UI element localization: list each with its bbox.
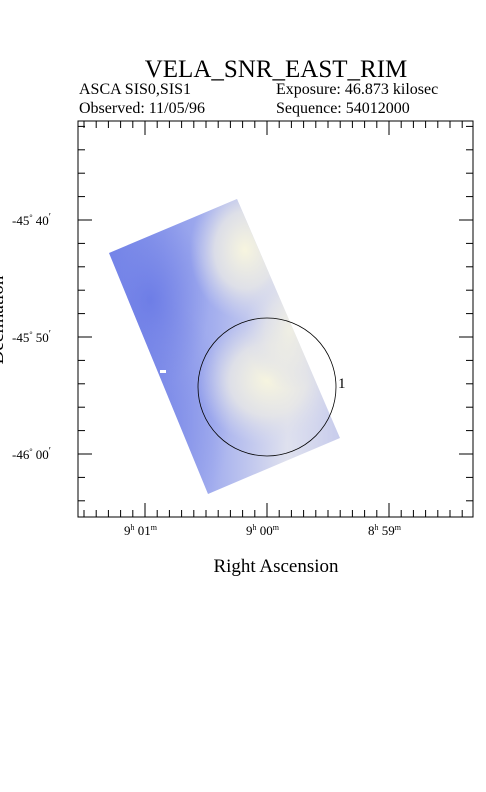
x-tick-label: 9h 01m [124,523,158,538]
axis-ticks [78,121,473,517]
x-tick-label: 8h 59m [368,523,402,538]
y-tick-label: -46° 00′ [12,446,51,462]
instrument-label: ASCA SIS0,SIS1 [79,81,192,98]
y-axis-label: Declination [0,275,8,365]
plot-title: VELA_SNR_EAST_RIM [144,56,408,83]
exposure-label: Exposure: 46.873 kilosec [276,81,439,98]
plot-frame [77,120,474,518]
source-region-circle [197,317,337,457]
y-tick-label: -45° 40′ [12,212,51,228]
source-region-label: 1 [338,376,346,392]
y-tick-label: -45° 50′ [12,329,51,345]
x-tick-labels: 9h 01m 9h 00m 8h 59m [124,523,402,538]
x-axis-label: Right Ascension [213,556,339,577]
observed-date: Observed: 11/05/96 [79,100,206,117]
image-gap [160,370,166,373]
sequence-label: Sequence: 54012000 [276,100,410,117]
x-tick-label: 9h 00m [246,523,280,538]
xray-image [109,199,340,494]
y-tick-labels: -45° 40′ -45° 50′ -46° 00′ [12,212,51,462]
